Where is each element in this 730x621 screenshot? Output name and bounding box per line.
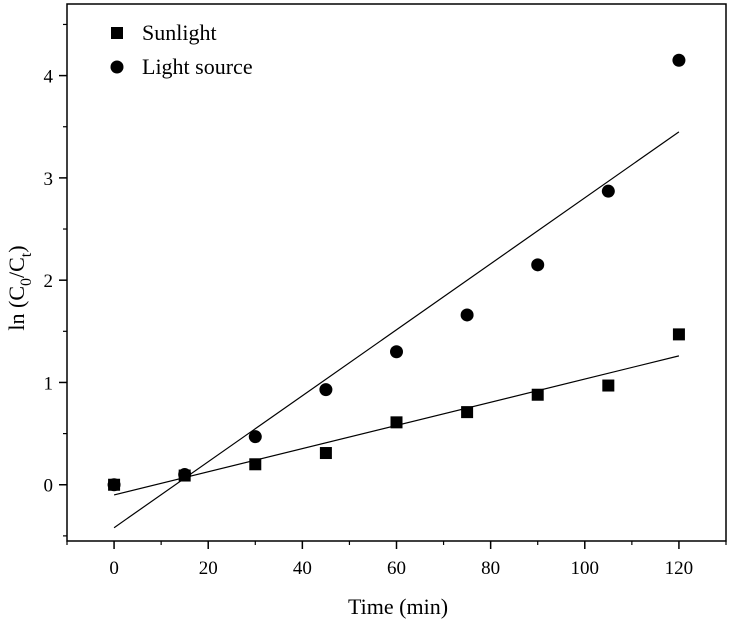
- data-points: [107, 53, 686, 492]
- point-sunlight: [461, 406, 474, 419]
- x-tick-label: 80: [481, 558, 500, 579]
- legend-label-sunlight: Sunlight: [142, 20, 217, 45]
- x-tick-label: 60: [387, 558, 406, 579]
- x-tick-label: 40: [293, 558, 312, 579]
- point-light-source: [178, 468, 192, 482]
- x-tick-label: 100: [571, 558, 600, 579]
- axis-ticks: 0 20 40 60 80 100 120 0 1 2 3 4: [44, 23, 727, 579]
- y-tick-label: 4: [44, 67, 54, 88]
- point-light-source: [390, 345, 403, 359]
- legend-label-light-source: Light source: [142, 54, 253, 79]
- x-tick-label: 20: [199, 558, 218, 579]
- y-tick-label: 2: [44, 271, 54, 292]
- point-light-source: [531, 258, 545, 272]
- point-light-source: [248, 430, 262, 444]
- point-light-source: [460, 308, 474, 322]
- point-sunlight: [390, 416, 403, 429]
- point-light-source: [672, 53, 686, 67]
- point-sunlight: [249, 458, 262, 471]
- point-light-source: [319, 383, 333, 397]
- point-sunlight: [602, 379, 615, 392]
- y-axis-title-suffix: ): [4, 245, 29, 252]
- point-sunlight: [672, 328, 685, 341]
- y-axis-title-mid: /C: [4, 257, 29, 278]
- point-light-source: [107, 478, 121, 492]
- x-axis-title: Time (min): [348, 594, 448, 619]
- y-axis-title-prefix: ln (C: [4, 286, 29, 331]
- plot-frame: [66, 3, 727, 542]
- y-axis-title-sub0: 0: [18, 278, 35, 286]
- y-tick-label: 1: [44, 373, 54, 394]
- legend-marker-sunlight: [111, 27, 123, 39]
- y-tick-label: 0: [44, 476, 54, 497]
- fit-line-light-source: [113, 131, 680, 529]
- x-tick-label: 0: [109, 558, 119, 579]
- fit-lines: [113, 131, 680, 529]
- point-sunlight: [319, 447, 332, 460]
- point-sunlight: [531, 388, 544, 401]
- y-tick-label: 3: [44, 169, 54, 190]
- x-tick-label: 120: [665, 558, 694, 579]
- point-light-source: [601, 184, 615, 198]
- y-axis-title: ln (C0/Ct): [4, 245, 35, 330]
- y-axis-title-subt: t: [18, 252, 35, 257]
- legend: Sunlight Light source: [110, 20, 253, 79]
- legend-marker-light-source: [110, 60, 124, 74]
